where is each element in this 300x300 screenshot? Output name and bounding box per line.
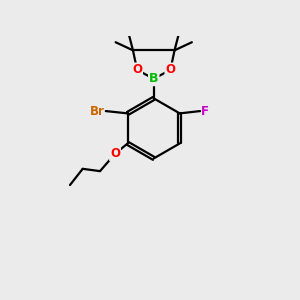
Text: Br: Br <box>90 105 105 118</box>
Text: O: O <box>132 64 142 76</box>
Text: O: O <box>165 64 176 76</box>
Text: O: O <box>110 147 120 160</box>
Text: B: B <box>149 72 158 85</box>
Text: F: F <box>201 105 209 118</box>
